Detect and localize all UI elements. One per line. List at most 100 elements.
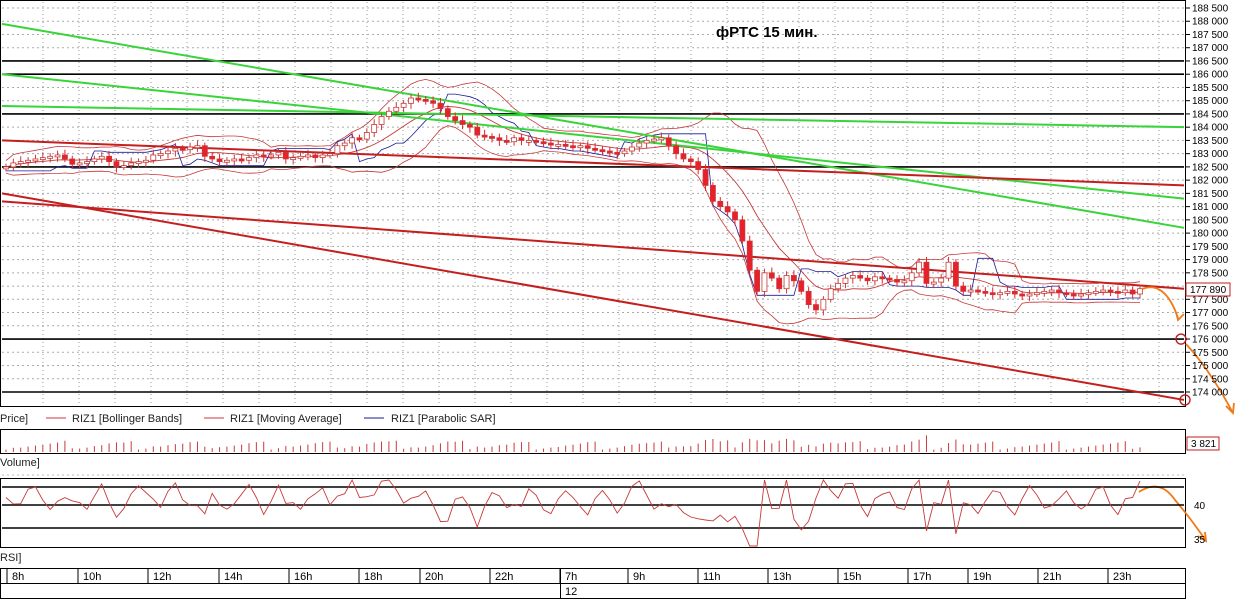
- candle-body-65: [481, 134, 488, 138]
- candle-body-127: [938, 277, 945, 283]
- last-volume-label: 3 821: [1191, 439, 1216, 450]
- candle-body-115: [849, 275, 856, 279]
- candle-body-84: [621, 150, 628, 155]
- date-label: 12: [565, 586, 577, 598]
- candle-body-99: [732, 211, 738, 221]
- price-axis: 188 500 188 000 187 500 187 000 186 500 186 0…: [1186, 4, 1229, 399]
- candle-body-100: [739, 219, 746, 242]
- candle-body-66: [489, 136, 495, 139]
- candle-body-7: [54, 154, 61, 158]
- candle-body-71: [525, 140, 532, 143]
- candle-body-121: [894, 279, 900, 283]
- candle-body-108: [798, 280, 805, 292]
- candle-body-111: [820, 298, 827, 311]
- candle-body-2: [17, 161, 24, 165]
- candle-body-103: [761, 272, 768, 292]
- rsi-tick-40: 40: [1194, 501, 1206, 512]
- candle-body-134: [989, 292, 996, 296]
- candle-body-149: [1100, 289, 1107, 293]
- candle-body-64: [474, 126, 481, 136]
- candle-body-139: [1026, 293, 1033, 297]
- candle-body-52: [386, 110, 392, 117]
- candle-body-122: [901, 280, 908, 284]
- candle-body-27: [201, 145, 208, 157]
- candle-body-14: [106, 155, 112, 163]
- bollinger-upper-band: [5, 78, 1141, 285]
- candle-body-25: [187, 146, 193, 151]
- candle-body-68: [503, 140, 510, 143]
- candle-body-152: [1122, 289, 1129, 294]
- candle-body-88: [651, 138, 657, 142]
- candle-body-26: [194, 145, 201, 149]
- price-tick-label-3: 187 000: [1192, 43, 1229, 54]
- candle-body-1: [10, 162, 17, 168]
- candle-body-30: [224, 159, 230, 163]
- candle-body-80: [592, 147, 598, 151]
- candle-body-49: [363, 132, 370, 140]
- candle-body-132: [975, 289, 981, 293]
- candle-body-36: [268, 154, 274, 158]
- price-tick-label-25: 176 000: [1192, 335, 1229, 346]
- price-tick-label-12: 182 500: [1192, 162, 1229, 173]
- candle-body-39: [290, 157, 297, 161]
- price-tick-label-4: 186 500: [1192, 56, 1229, 67]
- candle-body-35: [260, 154, 267, 158]
- time-tick-label-13: 17h: [913, 571, 931, 583]
- forecast-arrowhead-1: [1175, 311, 1185, 322]
- price-tick-label-14: 181 500: [1192, 189, 1229, 200]
- candle-body-142: [1048, 289, 1055, 293]
- rsi-series-line: [5, 478, 1141, 547]
- candle-body-116: [857, 275, 864, 279]
- price-tick-label-20: 178 500: [1192, 268, 1229, 279]
- candle-body-95: [702, 169, 709, 186]
- candle-body-86: [636, 142, 643, 148]
- price-tick-label-19: 179 000: [1192, 255, 1229, 266]
- price-tick-label-1: 188 000: [1192, 17, 1229, 28]
- candle-body-97: [717, 200, 724, 208]
- candle-body-117: [864, 277, 871, 282]
- candle-body-93: [687, 158, 694, 162]
- trend-red-1: [1, 139, 1185, 187]
- candle-body-22: [165, 150, 171, 155]
- candle-body-15: [113, 161, 120, 168]
- candle-body-0: [3, 166, 9, 170]
- candle-body-135: [997, 292, 1003, 296]
- price-tick-label-17: 180 000: [1192, 229, 1229, 240]
- price-tick-label-8: 184 500: [1192, 109, 1229, 120]
- time-tick-label-11: 13h: [773, 571, 791, 583]
- price-tick-label-13: 182 000: [1192, 176, 1229, 187]
- candle-body-42: [312, 154, 319, 159]
- legend-item-parabolic-sar: RIZ1 [Parabolic SAR]: [391, 413, 496, 425]
- time-axis: 8h 10h 12h 14h 16h 18h 20h 22h 7h 9h 11h 13h 15h 17h 1…: [6, 569, 1131, 583]
- candle-body-31: [231, 158, 238, 162]
- candle-body-85: [629, 146, 635, 152]
- time-tick-label-15: 21h: [1043, 571, 1061, 583]
- candle-body-28: [209, 155, 216, 160]
- candle-body-9: [69, 158, 76, 165]
- candle-body-81: [599, 149, 606, 153]
- candle-body-57: [422, 98, 429, 102]
- time-tick-label-12: 15h: [843, 571, 861, 583]
- candle-body-11: [84, 161, 90, 165]
- candle-body-137: [1011, 290, 1018, 295]
- parabolic-sar-line: [6, 93, 1140, 300]
- candle-body-131: [967, 289, 974, 293]
- candle-body-69: [511, 137, 517, 143]
- candle-body-96: [710, 185, 716, 202]
- candle-body-112: [827, 288, 834, 300]
- volume-panel-label: Volume]: [0, 457, 40, 469]
- candle-body-20: [150, 154, 157, 161]
- candle-body-6: [47, 155, 54, 159]
- candle-body-129: [953, 261, 959, 287]
- time-tick-label-7: 22h: [495, 571, 513, 583]
- time-tick-label-8: 7h: [565, 571, 577, 583]
- forecast-arrow-2: [1185, 343, 1234, 414]
- time-tick-label-2: 12h: [153, 571, 171, 583]
- candle-body-102: [754, 269, 760, 292]
- candle-body-153: [1129, 289, 1136, 295]
- candle-body-126: [930, 281, 937, 285]
- candle-body-90: [665, 137, 672, 147]
- candle-body-16: [120, 165, 127, 168]
- candle-body-12: [91, 158, 98, 162]
- last-volume-box: [1186, 436, 1220, 451]
